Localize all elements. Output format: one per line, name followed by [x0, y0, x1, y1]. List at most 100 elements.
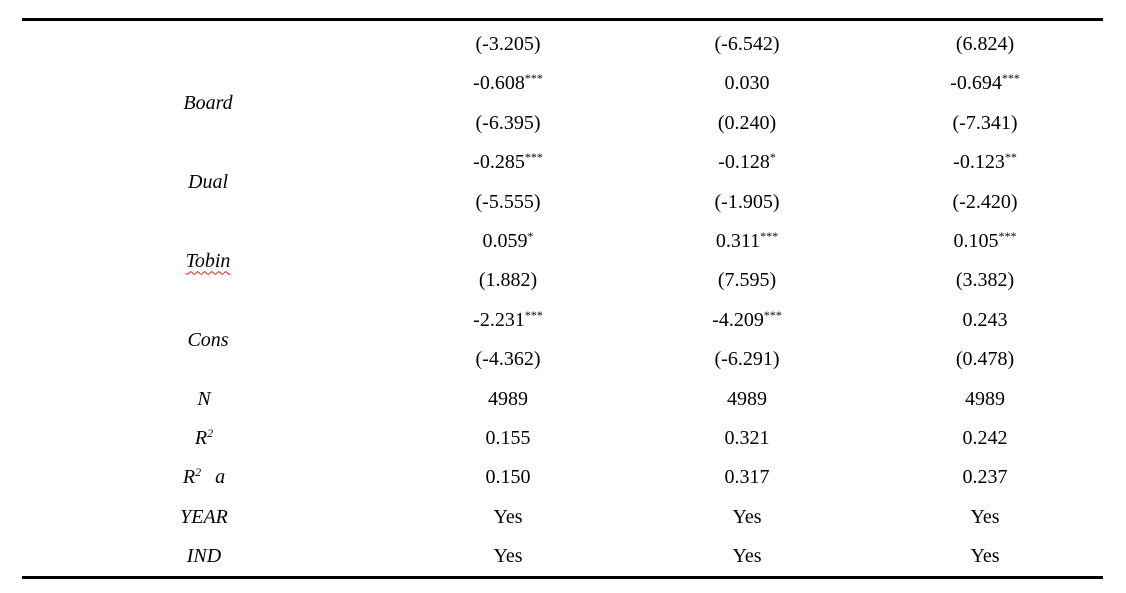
stat-value-text: 0.155	[485, 427, 531, 449]
significance-stars: ***	[1001, 71, 1020, 86]
stat-name: YEAR	[180, 505, 228, 528]
t-stat: (1.882)	[398, 268, 618, 292]
stat-value-text: 4989	[488, 387, 528, 410]
t-stat: (0.478)	[875, 347, 1095, 371]
t-stat: (-6.291)	[637, 347, 857, 371]
stat-name: R	[182, 466, 196, 489]
stat-value: 4989	[398, 387, 618, 411]
variable-name: Tobin	[185, 249, 231, 272]
significance-stars: ***	[763, 307, 782, 322]
stat-value-text: Yes	[732, 545, 762, 568]
t-stat-text: (0.240)	[717, 111, 777, 134]
t-stat-text: (0.478)	[955, 348, 1015, 371]
t-stat-text: (-6.395)	[475, 111, 541, 134]
stat-value-text: 4989	[727, 387, 767, 410]
coef-value: 0.030	[724, 72, 770, 95]
stat-name: IND	[186, 545, 222, 568]
stat-value: 0.150	[398, 465, 618, 489]
stat-value: Yes	[875, 505, 1095, 529]
t-stat-text: (-7.341)	[952, 111, 1018, 134]
stat-label: YEAR	[94, 505, 314, 529]
stat-value-text: 4989	[965, 387, 1005, 410]
coef-value: -0.608	[473, 72, 525, 95]
significance-stars: *	[769, 150, 776, 165]
coefficient: -0.123**	[875, 150, 1095, 174]
coef-value: -2.231	[473, 308, 525, 331]
coef-value: -0.694	[950, 72, 1002, 95]
coef-value: -0.285	[473, 151, 525, 174]
coefficient: -0.128*	[637, 150, 857, 174]
coef-value: 0.311	[715, 230, 761, 252]
t-stat-text: (-4.362)	[475, 348, 541, 371]
stat-value-text: 0.237	[962, 466, 1008, 489]
variable-name: Dual	[188, 170, 228, 193]
variable-label: Tobin	[98, 249, 318, 273]
stat-value: Yes	[398, 505, 618, 529]
stat-label: R2	[94, 426, 314, 450]
t-stat-text: (6.824)	[955, 33, 1015, 55]
top-rule	[22, 18, 1103, 21]
stat-value-text: 0.242	[962, 427, 1008, 449]
t-stat-text: (-6.542)	[714, 33, 780, 55]
t-stat: (-6.542)	[637, 32, 857, 56]
significance-stars: ***	[524, 150, 543, 165]
stat-name: R	[194, 427, 208, 449]
t-stat-text: (-6.291)	[714, 348, 780, 371]
t-stat: (3.382)	[875, 268, 1095, 292]
stat-value-text: Yes	[732, 505, 762, 528]
t-stat-text: (-1.905)	[714, 190, 780, 213]
stat-value: 4989	[875, 387, 1095, 411]
stat-value-text: Yes	[493, 545, 523, 568]
significance-stars: ***	[998, 229, 1017, 243]
variable-label: Dual	[98, 170, 318, 194]
t-stat-text: (7.595)	[717, 269, 777, 292]
coefficient: -4.209***	[637, 308, 857, 332]
t-stat-text: (-3.205)	[475, 33, 541, 55]
variable-name: Board	[183, 92, 233, 115]
stat-suffix: a	[215, 466, 226, 489]
t-stat: (-5.555)	[398, 190, 618, 214]
stat-label: IND	[94, 544, 314, 568]
t-stat: (-1.905)	[637, 190, 857, 214]
t-stat: (0.240)	[637, 111, 857, 135]
stat-value: Yes	[398, 544, 618, 568]
stat-value-text: Yes	[493, 505, 523, 528]
stat-value: Yes	[875, 544, 1095, 568]
stat-value: 4989	[637, 387, 857, 411]
variable-label: Board	[98, 91, 318, 115]
stat-value: 0.242	[875, 426, 1095, 450]
stat-value: 0.321	[637, 426, 857, 450]
coef-value: -4.209	[712, 308, 764, 331]
stat-value: Yes	[637, 544, 857, 568]
t-stat: (-7.341)	[875, 111, 1095, 135]
stat-value: 0.317	[637, 465, 857, 489]
t-stat: (-3.205)	[398, 32, 618, 56]
t-stat: (7.595)	[637, 268, 857, 292]
stat-value-text: Yes	[970, 505, 1000, 528]
stat-label: R2 a	[94, 465, 314, 489]
stat-label: N	[94, 387, 314, 411]
significance-stars: **	[1004, 150, 1017, 165]
coef-value: 0.105	[953, 230, 999, 252]
coefficient: -0.608***	[398, 71, 618, 95]
coefficient: 0.030	[637, 71, 857, 95]
t-stat: (-2.420)	[875, 190, 1095, 214]
t-stat: (-6.395)	[398, 111, 618, 135]
stat-superscript: 2	[195, 465, 202, 480]
coef-value: 0.059	[482, 230, 528, 252]
significance-stars: ***	[760, 229, 779, 243]
coefficient: 0.105***	[875, 229, 1095, 253]
stat-value-text: Yes	[970, 545, 1000, 568]
coef-value: -0.123	[953, 151, 1005, 174]
t-stat-text: (-5.555)	[475, 190, 541, 213]
variable-label: Cons	[98, 328, 318, 352]
significance-stars: ***	[524, 307, 543, 322]
t-stat-text: (3.382)	[955, 269, 1015, 292]
stat-superscript: 2	[207, 426, 214, 440]
stat-value: 0.237	[875, 465, 1095, 489]
coefficient: -0.285***	[398, 150, 618, 174]
t-stat: (6.824)	[875, 32, 1095, 56]
significance-stars: *	[527, 229, 534, 243]
stat-value-text: 0.317	[724, 466, 770, 489]
bottom-rule	[22, 576, 1103, 579]
